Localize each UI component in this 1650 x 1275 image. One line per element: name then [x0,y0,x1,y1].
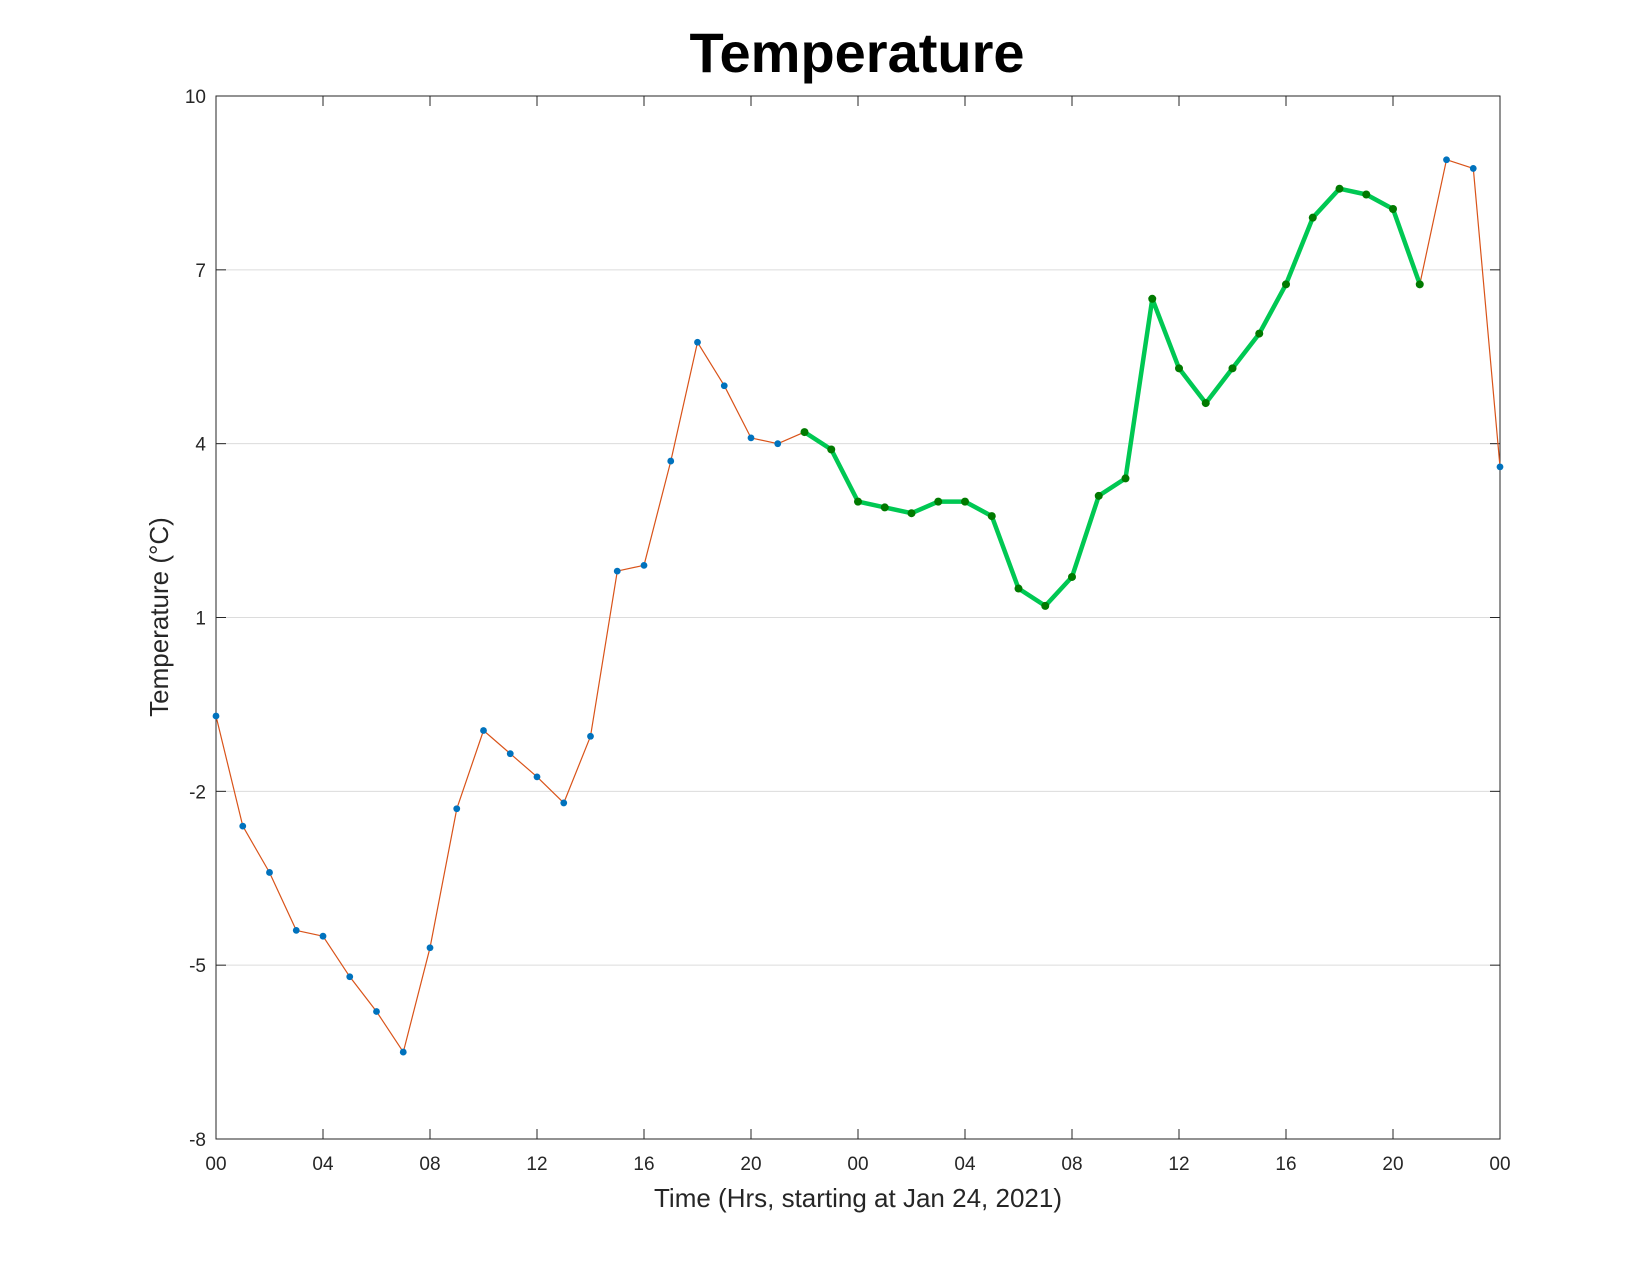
y-tick-label: -2 [189,782,206,803]
data-point [640,561,648,569]
data-point [560,799,568,807]
x-tick-label: 00 [1489,1154,1510,1175]
data-point [1335,184,1344,193]
data-point [346,973,354,981]
data-point [1255,329,1264,338]
gridlines [216,269,1500,966]
data-point [800,428,809,437]
data-point [292,927,300,934]
x-tick-label: 04 [312,1154,334,1175]
x-tick-label: 00 [205,1154,226,1175]
data-point [373,1008,380,1015]
x-tick-label: 00 [847,1154,868,1175]
x-tick-label: 12 [526,1154,547,1175]
series-layer [212,156,1504,1056]
data-point [987,512,996,521]
x-tick-label: 16 [1275,1154,1296,1175]
data-point [1389,204,1397,213]
data-point [613,567,621,575]
data-point [907,509,916,518]
y-tick-label: 7 [195,261,206,282]
data-point [399,1048,407,1056]
data-point [1014,584,1023,593]
data-point [266,869,273,876]
data-point [1121,474,1130,483]
data-point [880,503,889,512]
data-point [1362,190,1371,199]
data-point [480,727,487,734]
data-point [1228,364,1237,373]
x-tick-label: 20 [740,1154,761,1175]
data-point [426,944,434,952]
data-point [239,822,247,830]
data-point [1308,213,1317,222]
data-point [1469,165,1477,172]
data-point [587,732,594,740]
x-tick-label: 04 [954,1154,976,1175]
data-point [319,932,327,940]
y-tick-label: 1 [195,609,206,630]
data-point [854,497,862,506]
data-point [747,434,755,442]
series-full [212,156,1504,1056]
series-line-highlight [802,186,1423,609]
data-point [1175,364,1183,373]
series-line-full [215,159,1501,1053]
x-tick-label: 16 [633,1154,654,1175]
data-point [453,805,461,813]
data-point [1041,601,1050,610]
series-highlight [800,184,1424,610]
data-point [212,712,220,720]
data-point [1148,294,1157,303]
axis-ticks: -8 -5 -2 1 4 7 10 00 04 08 12 16 20 00 04 08 12 16 20 00 [185,87,1511,1175]
y-tick-label: -8 [189,1130,206,1151]
x-tick-label: 08 [1061,1154,1082,1175]
data-point [506,750,514,758]
data-point [1201,399,1210,408]
data-point [934,497,943,506]
data-point [720,382,728,390]
data-point [1282,280,1290,289]
y-tick-label: -5 [189,956,206,977]
chart-title: Temperature [689,21,1024,84]
x-tick-label: 12 [1168,1154,1189,1175]
data-point [1443,156,1450,164]
data-point [667,457,675,465]
data-point [1068,572,1076,581]
data-point [774,440,782,448]
x-axis-label: Time (Hrs, starting at Jan 24, 2021) [654,1183,1062,1213]
data-point [961,497,969,506]
y-axis-label: Temperature (°C) [144,517,174,717]
data-point [533,773,541,781]
data-point [694,338,701,346]
x-tick-label: 20 [1382,1154,1403,1175]
data-point [827,445,836,454]
data-point [1496,463,1504,471]
y-tick-label: 4 [195,435,206,456]
y-tick-label: 10 [185,87,206,108]
x-tick-label: 08 [419,1154,440,1175]
data-point [1094,491,1103,500]
data-point [1415,280,1424,289]
